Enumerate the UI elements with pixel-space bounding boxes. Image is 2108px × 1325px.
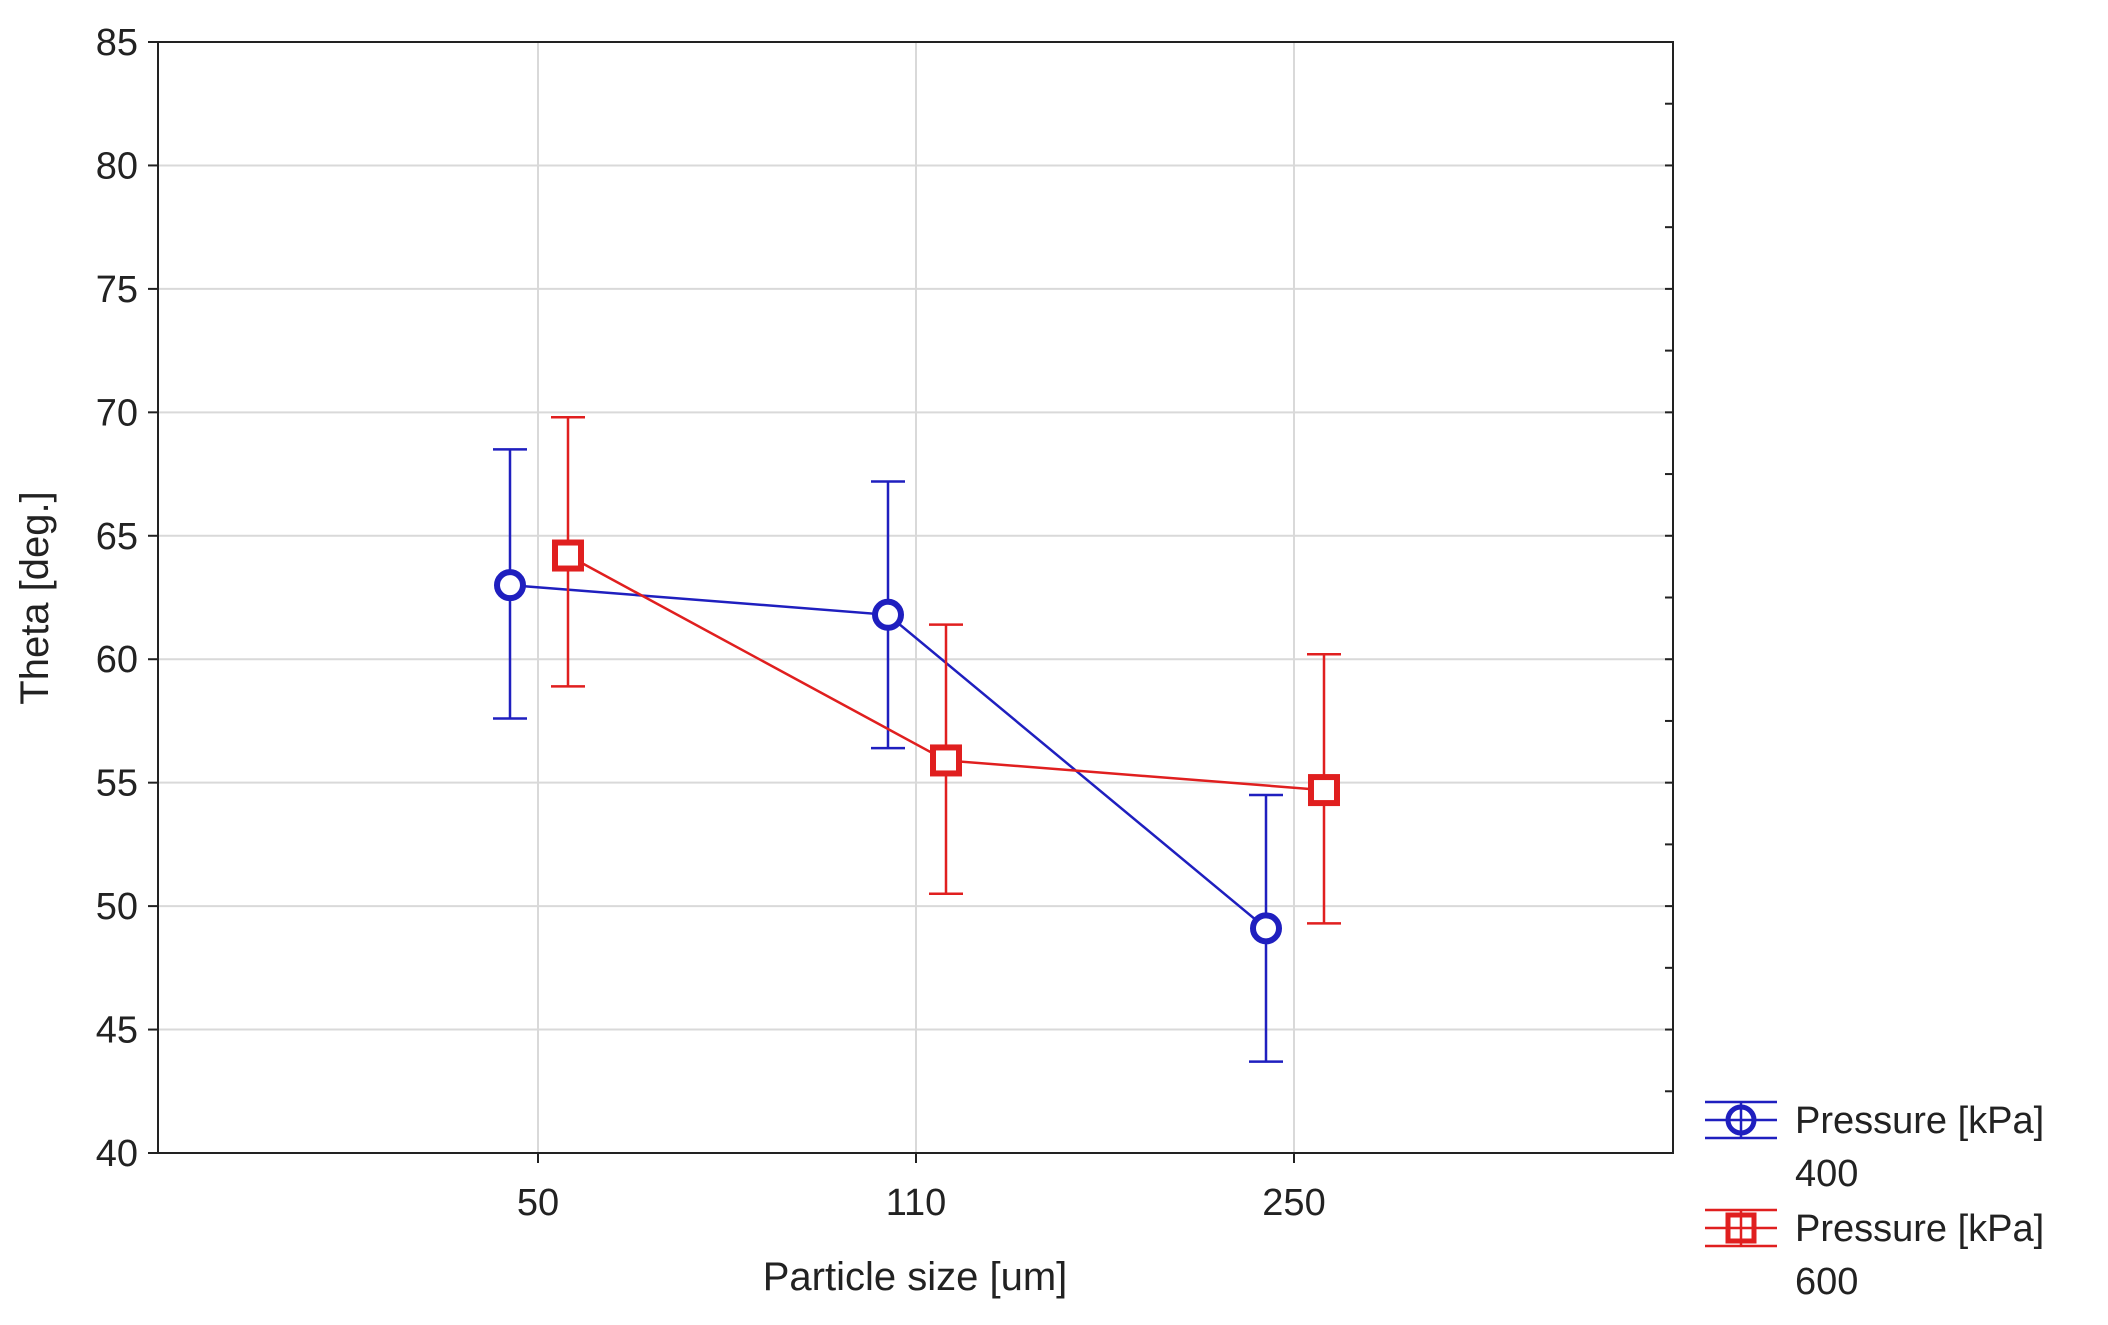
series-2 bbox=[551, 416, 1341, 925]
series bbox=[493, 416, 1341, 1063]
x-axis-label: Particle size [um] bbox=[763, 1255, 1068, 1299]
y-tick-label: 75 bbox=[96, 269, 138, 311]
data-point-square bbox=[552, 539, 584, 572]
y-axis-ticks: 40 45 50 55 60 65 70 75 80 85 bbox=[96, 22, 1673, 1175]
grid bbox=[158, 42, 1673, 1153]
y-tick-label: 85 bbox=[96, 22, 138, 64]
y-tick-label: 70 bbox=[96, 392, 138, 434]
legend-label: Pressure [kPa] bbox=[1795, 1100, 2044, 1142]
y-axis-label: Theta [deg.] bbox=[13, 491, 57, 704]
legend-sublabel: 600 bbox=[1795, 1261, 1858, 1303]
y-tick-label: 65 bbox=[96, 516, 138, 558]
data-point-square bbox=[1308, 774, 1340, 807]
y-tick-label: 40 bbox=[96, 1133, 138, 1175]
legend-sublabel: 400 bbox=[1795, 1153, 1858, 1195]
y-tick-label: 60 bbox=[96, 639, 138, 681]
x-tick-label: 110 bbox=[886, 1182, 947, 1224]
y-tick-label: 45 bbox=[96, 1010, 138, 1052]
legend: Pressure [kPa] 400 Pressure [kPa] 600 bbox=[1705, 1100, 2044, 1303]
data-point-square bbox=[930, 744, 962, 777]
legend-marker-circle bbox=[1725, 1104, 1757, 1136]
legend-item-1: Pressure [kPa] 400 bbox=[1705, 1100, 2044, 1195]
x-axis-ticks: 50 110 250 bbox=[517, 1153, 1326, 1224]
data-point-circle bbox=[494, 569, 526, 602]
legend-marker-square bbox=[1725, 1212, 1757, 1244]
data-point-circle bbox=[872, 598, 904, 631]
data-point-circle bbox=[1250, 912, 1282, 945]
legend-item-2: Pressure [kPa] 600 bbox=[1705, 1208, 2044, 1303]
x-tick-label: 250 bbox=[1262, 1182, 1325, 1224]
x-tick-label: 50 bbox=[517, 1182, 559, 1224]
legend-label: Pressure [kPa] bbox=[1795, 1208, 2044, 1250]
y-tick-label: 80 bbox=[96, 145, 138, 187]
y-tick-label: 50 bbox=[96, 886, 138, 928]
series-1 bbox=[493, 448, 1283, 1063]
y-tick-label: 55 bbox=[96, 763, 138, 805]
